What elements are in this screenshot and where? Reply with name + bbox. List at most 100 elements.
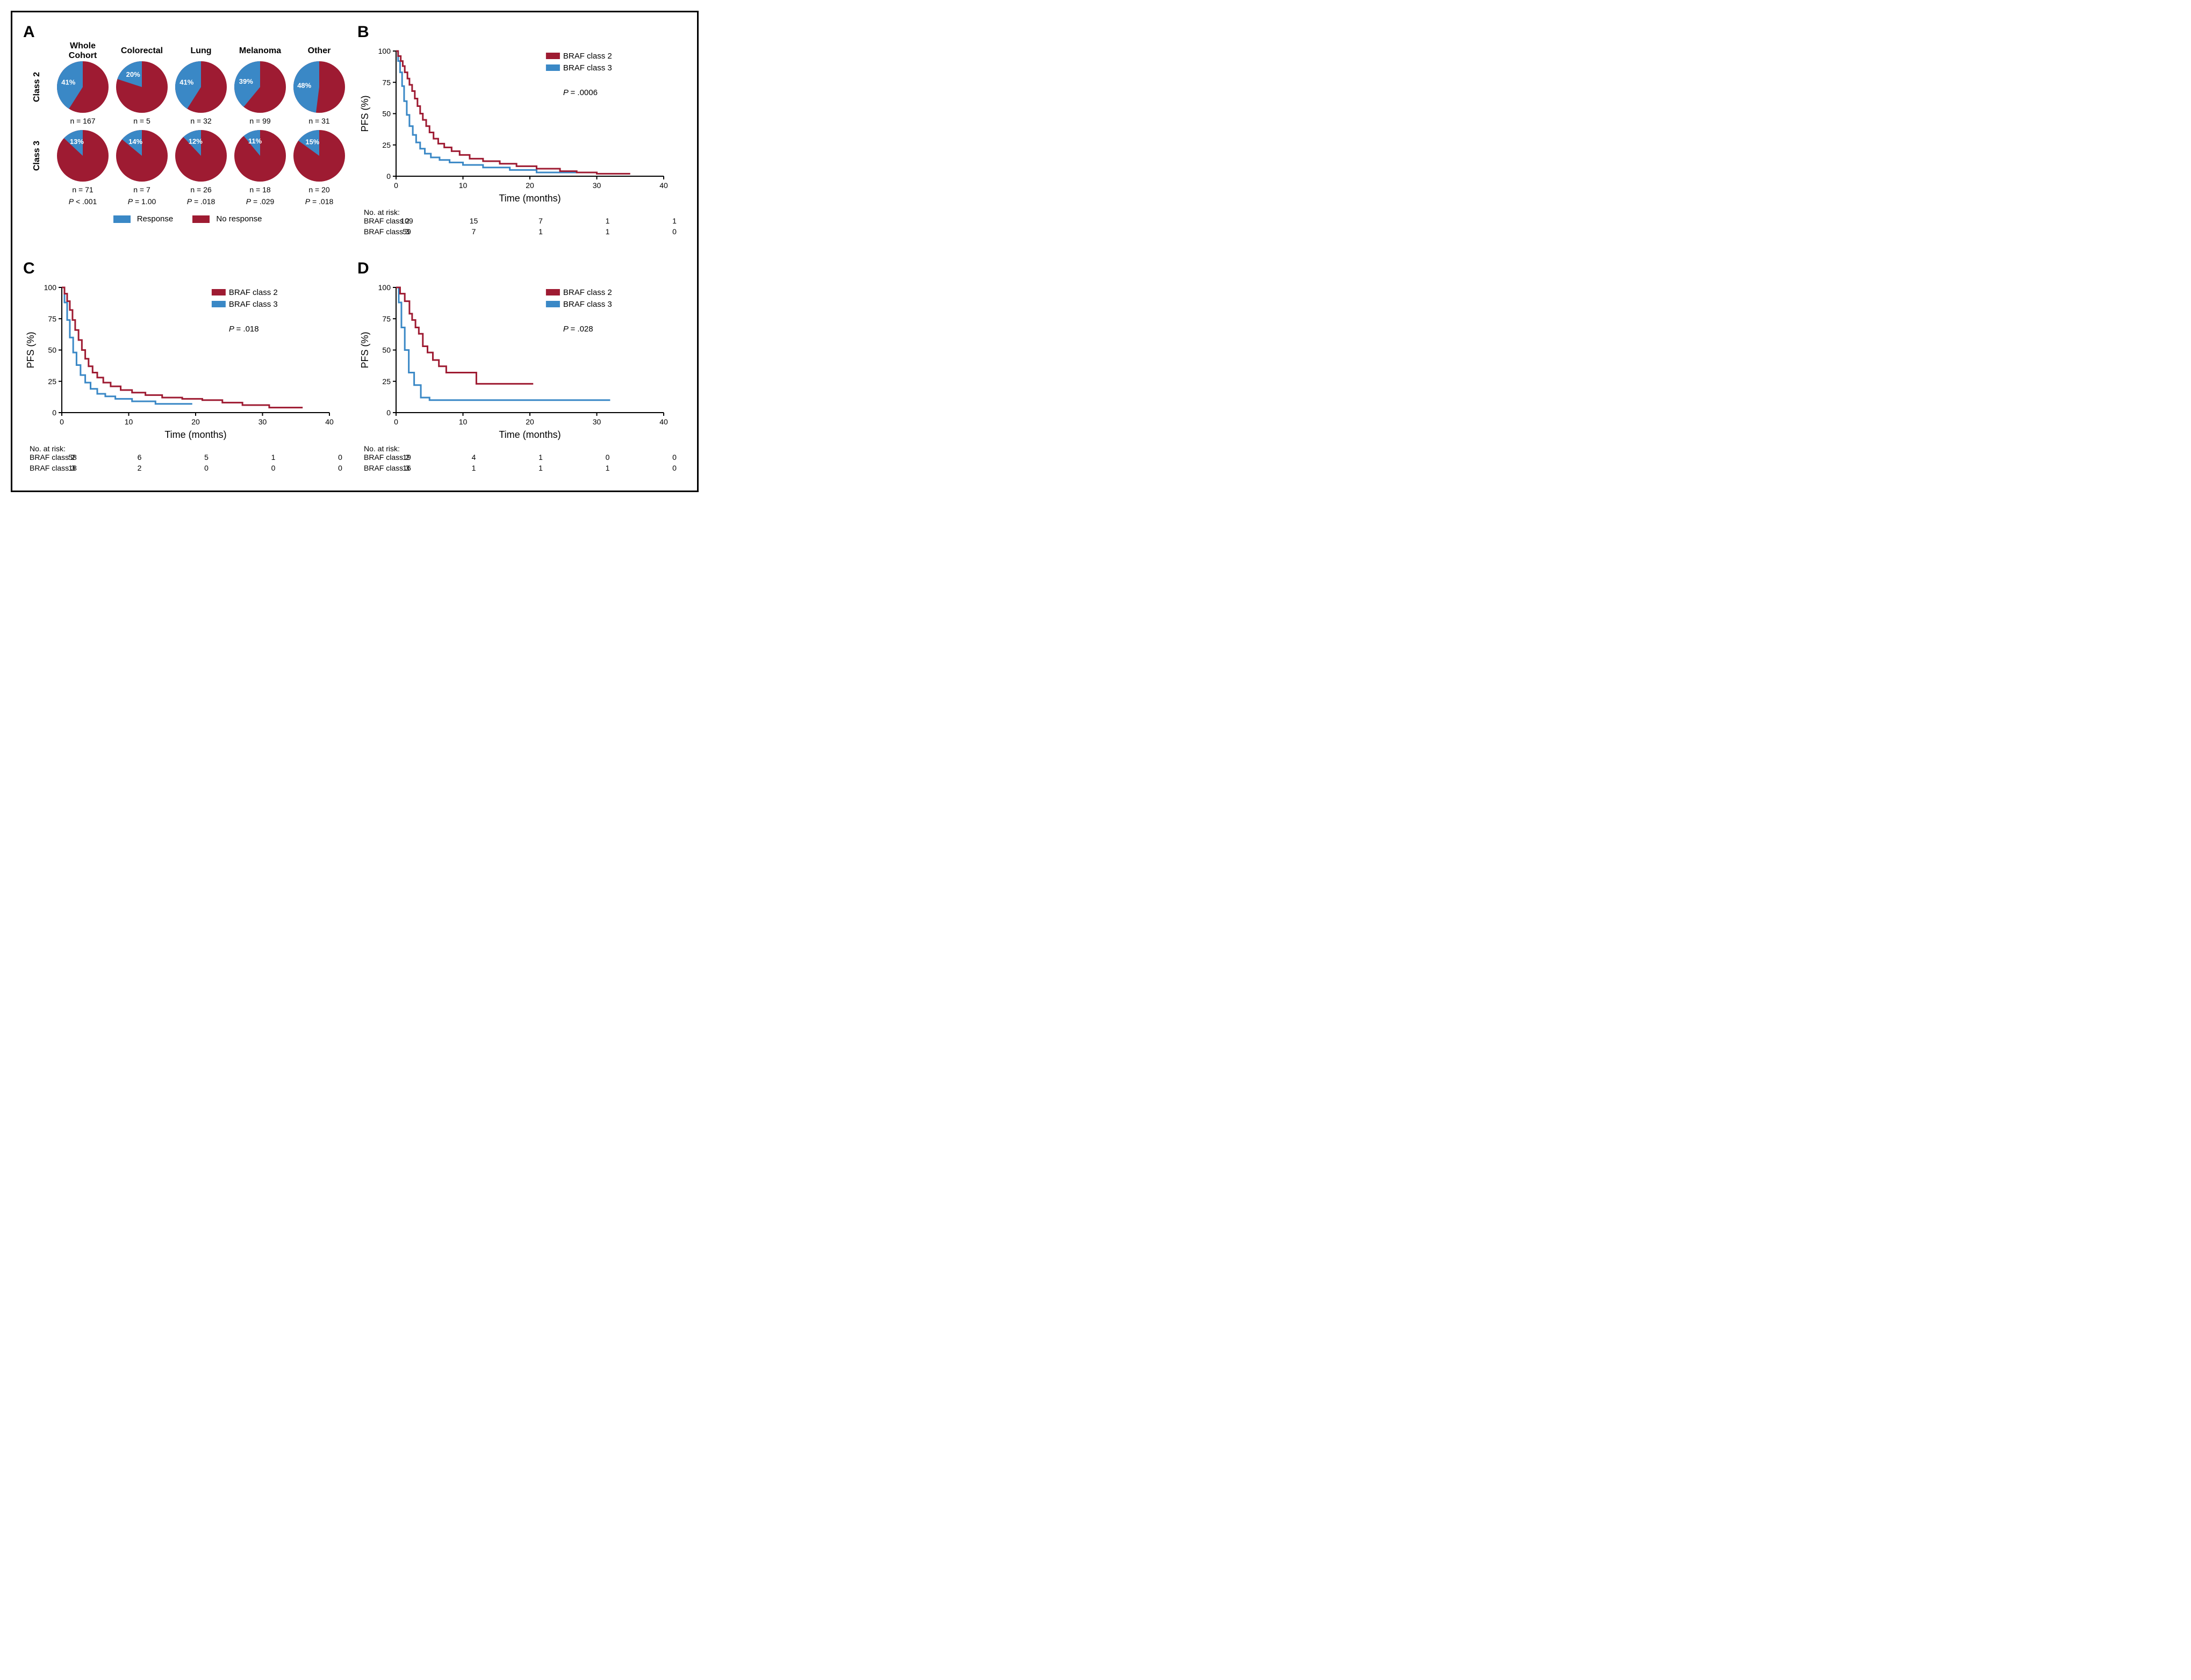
svg-text:50: 50 bbox=[382, 346, 391, 355]
panel-a: A Whole Cohort Colorectal Lung Melanoma … bbox=[23, 23, 352, 238]
svg-text:P = .0006: P = .0006 bbox=[563, 88, 598, 97]
col-head: Lung bbox=[190, 46, 211, 56]
n-class2-1: n = 5 bbox=[133, 117, 150, 125]
km-plot-c: 0102030400255075100Time (months)PFS (%)B… bbox=[23, 281, 340, 442]
pie-class2-4: 48% bbox=[292, 60, 346, 114]
svg-text:BRAF class 2: BRAF class 2 bbox=[563, 52, 612, 61]
svg-text:40: 40 bbox=[659, 181, 668, 190]
n-class2-2: n = 32 bbox=[190, 117, 211, 125]
pie-class3-3: 11% bbox=[233, 129, 287, 183]
svg-text:BRAF class 2: BRAF class 2 bbox=[563, 288, 612, 297]
svg-text:41%: 41% bbox=[61, 78, 75, 86]
pie-class3-4: 15% bbox=[292, 129, 346, 183]
n-class2-3: n = 99 bbox=[249, 117, 270, 125]
svg-text:13%: 13% bbox=[70, 138, 84, 146]
legend-response-label: Response bbox=[137, 214, 174, 223]
svg-text:14%: 14% bbox=[128, 138, 142, 146]
col-head: Colorectal bbox=[121, 46, 163, 56]
risk-table-c: No. at risk:BRAF class 2586510BRAF class… bbox=[30, 444, 352, 474]
svg-text:PFS (%): PFS (%) bbox=[360, 331, 370, 368]
svg-text:0: 0 bbox=[394, 181, 398, 190]
p-class3-1: P = 1.00 bbox=[128, 198, 156, 206]
panel-c: C 0102030400255075100Time (months)PFS (%… bbox=[23, 259, 352, 474]
panel-d-label: D bbox=[357, 259, 686, 278]
svg-text:12%: 12% bbox=[189, 138, 203, 146]
pie-class3-2: 12% bbox=[174, 129, 228, 183]
svg-text:BRAF class 3: BRAF class 3 bbox=[563, 63, 612, 73]
km-plot-b: 0 10 20 30 40 0 25 50 75 100 Time (months) PFS (%) B… bbox=[357, 45, 674, 206]
svg-text:Time (months): Time (months) bbox=[499, 429, 561, 440]
p-class3-2: P = .018 bbox=[187, 198, 215, 206]
svg-text:10: 10 bbox=[459, 181, 468, 190]
p-class3-0: P < .001 bbox=[69, 198, 97, 206]
svg-text:10: 10 bbox=[459, 417, 468, 426]
p-class3-4: P = .018 bbox=[305, 198, 334, 206]
svg-text:20: 20 bbox=[191, 417, 200, 426]
svg-text:P = .028: P = .028 bbox=[563, 325, 593, 334]
svg-text:30: 30 bbox=[593, 181, 601, 190]
legend-response: Response bbox=[113, 214, 174, 223]
svg-text:0: 0 bbox=[60, 417, 64, 426]
svg-text:0: 0 bbox=[394, 417, 398, 426]
km-plot-d: 0102030400255075100Time (months)PFS (%)B… bbox=[357, 281, 674, 442]
svg-text:Time (months): Time (months) bbox=[164, 429, 226, 440]
col-head: Whole Cohort bbox=[55, 41, 110, 61]
svg-text:20: 20 bbox=[526, 181, 534, 190]
pie-class3-1: 14% bbox=[115, 129, 169, 183]
svg-text:100: 100 bbox=[378, 283, 391, 292]
svg-text:39%: 39% bbox=[239, 77, 253, 85]
pie-class2-2: 41% bbox=[174, 60, 228, 114]
n-class2-0: n = 167 bbox=[70, 117, 95, 125]
svg-text:BRAF class 2: BRAF class 2 bbox=[229, 288, 278, 297]
pie-class2-1: 20% bbox=[115, 60, 169, 114]
risk-table-b: No. at risk:BRAF class 210915711BRAF cla… bbox=[364, 208, 686, 238]
panel-c-label: C bbox=[23, 259, 352, 278]
svg-text:75: 75 bbox=[382, 78, 391, 86]
svg-text:PFS (%): PFS (%) bbox=[360, 95, 370, 132]
pie-class3-0: 13% bbox=[56, 129, 110, 183]
svg-text:75: 75 bbox=[382, 314, 391, 323]
n-class3-1: n = 7 bbox=[133, 186, 150, 194]
svg-text:25: 25 bbox=[382, 377, 391, 386]
n-class2-4: n = 31 bbox=[308, 117, 329, 125]
legend-no-response: No response bbox=[192, 214, 262, 223]
swatch-no-response bbox=[192, 215, 210, 223]
panel-b-label: B bbox=[357, 23, 686, 41]
svg-text:Time (months): Time (months) bbox=[499, 193, 561, 204]
col-head: Melanoma bbox=[239, 46, 281, 56]
svg-text:0: 0 bbox=[52, 408, 56, 417]
n-class3-4: n = 20 bbox=[308, 186, 329, 194]
svg-text:50: 50 bbox=[382, 110, 391, 118]
panel-a-legend: Response No response bbox=[23, 214, 352, 223]
svg-text:50: 50 bbox=[48, 346, 56, 355]
n-class3-2: n = 26 bbox=[190, 186, 211, 194]
pie-class2-3: 39% bbox=[233, 60, 287, 114]
svg-text:100: 100 bbox=[378, 47, 391, 55]
panel-a-label: A bbox=[23, 23, 352, 41]
svg-text:20: 20 bbox=[526, 417, 534, 426]
risk-table-d: No. at risk:BRAF class 2194100BRAF class… bbox=[364, 444, 686, 474]
svg-text:30: 30 bbox=[258, 417, 267, 426]
svg-text:25: 25 bbox=[382, 141, 391, 149]
svg-text:BRAF class 3: BRAF class 3 bbox=[563, 300, 612, 309]
svg-text:30: 30 bbox=[593, 417, 601, 426]
panel-b: B 0 10 20 30 40 0 25 50 75 100 Time (months) PFS (%… bbox=[357, 23, 686, 238]
row-label-class2: Class 2 bbox=[32, 72, 42, 102]
svg-text:40: 40 bbox=[325, 417, 334, 426]
svg-text:11%: 11% bbox=[248, 137, 262, 145]
n-class3-0: n = 71 bbox=[72, 186, 93, 194]
svg-text:P = .018: P = .018 bbox=[229, 325, 259, 334]
svg-text:25: 25 bbox=[48, 377, 56, 386]
p-class3-3: P = .029 bbox=[246, 198, 275, 206]
svg-text:BRAF class 3: BRAF class 3 bbox=[229, 300, 278, 309]
svg-text:100: 100 bbox=[44, 283, 57, 292]
svg-text:41%: 41% bbox=[179, 78, 193, 86]
pie-grid: Whole Cohort Colorectal Lung Melanoma Ot… bbox=[23, 45, 352, 207]
row-label-class3: Class 3 bbox=[32, 141, 42, 171]
svg-text:20%: 20% bbox=[126, 70, 140, 78]
svg-text:0: 0 bbox=[386, 172, 391, 181]
svg-text:15%: 15% bbox=[305, 138, 319, 146]
swatch-response bbox=[113, 215, 131, 223]
svg-text:10: 10 bbox=[125, 417, 133, 426]
svg-text:75: 75 bbox=[48, 314, 56, 323]
